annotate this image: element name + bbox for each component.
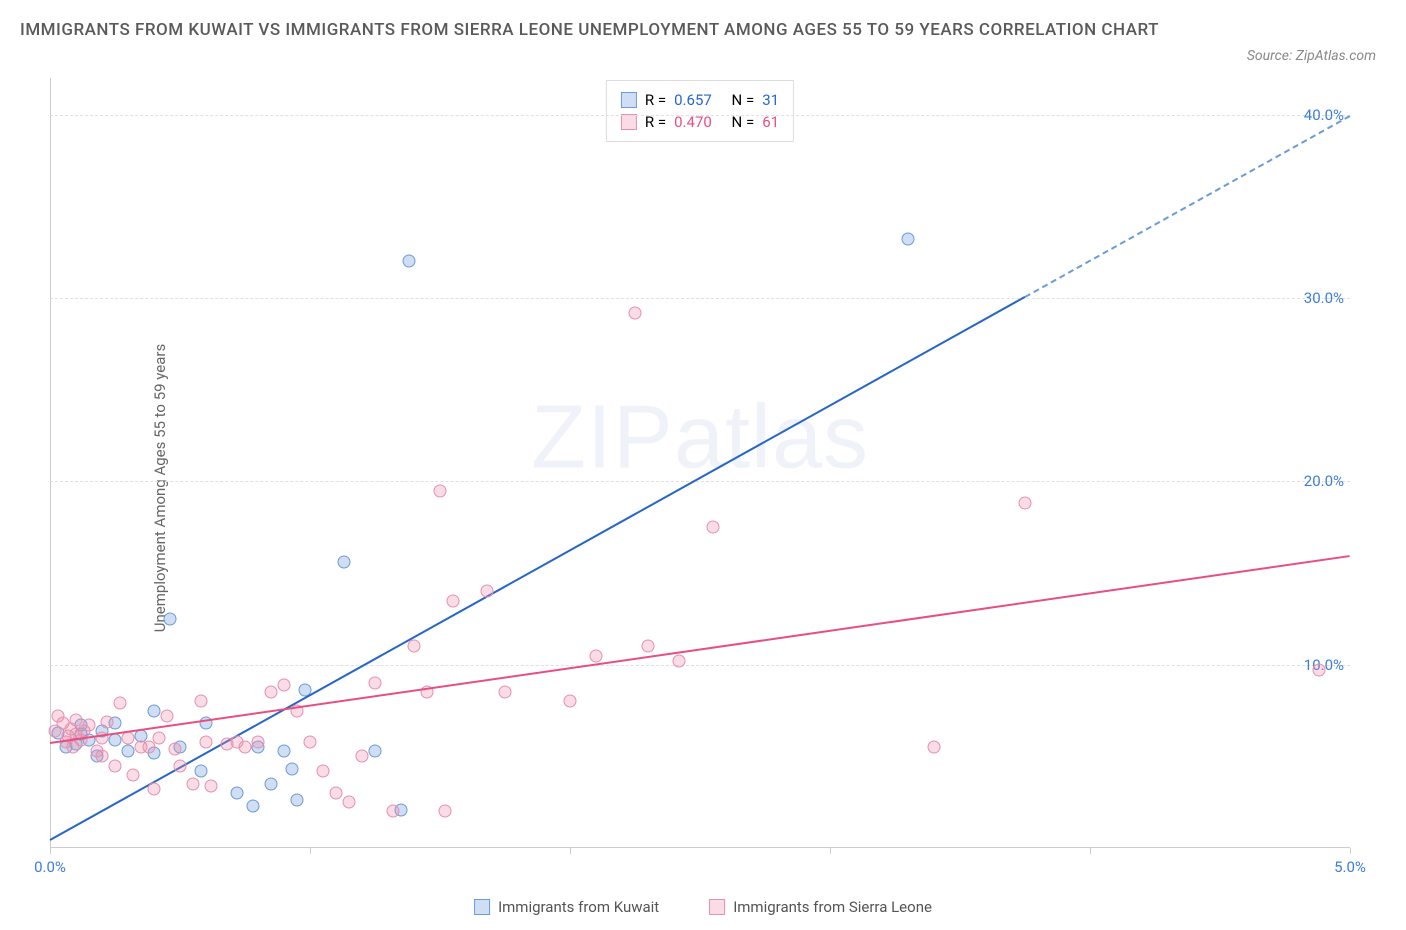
n-label: N = [732,91,755,109]
trend-line [50,296,1026,841]
n-label: N = [732,113,755,131]
data-point [239,741,252,754]
data-point [673,655,686,668]
trend-line [50,555,1350,744]
data-point [127,768,140,781]
x-tick [1090,848,1091,854]
chart-title: IMMIGRANTS FROM KUWAIT VS IMMIGRANTS FRO… [20,18,1159,44]
data-point [187,777,200,790]
data-point [278,744,291,757]
x-tick-label: 0.0% [34,858,66,876]
x-axis-line [50,847,1350,848]
data-point [447,594,460,607]
n-value-kuwait: 31 [762,91,779,109]
data-point [439,805,452,818]
data-point [101,715,114,728]
stats-legend: R = 0.657 N = 31 R = 0.470 N = 61 [606,80,794,142]
trend-line-dashed [1025,115,1351,298]
x-tick [1350,848,1351,854]
data-point [402,255,415,268]
x-tick [50,848,51,854]
data-point [369,677,382,690]
data-point [642,640,655,653]
legend-item-sierra-leone: Immigrants from Sierra Leone [709,898,932,916]
x-tick [310,848,311,854]
data-point [928,741,941,754]
r-value-sierra-leone: 0.470 [674,113,712,131]
data-point [356,750,369,763]
data-point [707,521,720,534]
data-point [337,556,350,569]
data-point [408,640,421,653]
data-point [148,704,161,717]
data-point [231,787,244,800]
x-tick-label: 5.0% [1334,858,1366,876]
data-point [83,719,96,732]
data-point [629,306,642,319]
data-point [252,735,265,748]
legend-label-kuwait: Immigrants from Kuwait [498,898,659,916]
data-point [369,744,382,757]
r-label: R = [645,113,666,131]
swatch-sierra-leone [621,114,637,130]
data-point [114,697,127,710]
data-point [96,750,109,763]
data-point [480,585,493,598]
x-tick [830,848,831,854]
series-legend: Immigrants from Kuwait Immigrants from S… [474,898,932,916]
plot-region: ZIPatlas R = 0.657 N = 31 R = 0.470 N = … [50,78,1350,878]
data-point [174,759,187,772]
data-point [161,710,174,723]
data-point [590,649,603,662]
data-point [1312,664,1325,677]
data-point [285,763,298,776]
watermark: ZIPatlas [531,387,869,490]
swatch-kuwait [621,92,637,108]
data-point [1019,497,1032,510]
source-citation: Source: ZipAtlas.com [1247,48,1376,64]
data-point [148,783,161,796]
data-point [153,732,166,745]
swatch-kuwait [474,899,490,915]
data-point [246,799,259,812]
r-label: R = [645,91,666,109]
swatch-sierra-leone [709,899,725,915]
stats-row-kuwait: R = 0.657 N = 31 [621,89,779,111]
data-point [278,678,291,691]
gridline [50,298,1350,299]
gridline [50,115,1350,116]
data-point [265,777,278,790]
data-point [564,695,577,708]
data-point [902,233,915,246]
gridline [50,665,1350,666]
data-point [163,612,176,625]
data-point [109,759,122,772]
data-point [330,787,343,800]
y-tick-label: 20.0% [1304,472,1344,490]
data-point [194,765,207,778]
data-point [343,796,356,809]
data-point [142,741,155,754]
r-value-kuwait: 0.657 [674,91,712,109]
data-point [291,794,304,807]
data-point [205,779,218,792]
data-point [265,686,278,699]
data-point [168,743,181,756]
data-point [200,735,213,748]
data-point [304,735,317,748]
legend-label-sierra-leone: Immigrants from Sierra Leone [733,898,932,916]
legend-item-kuwait: Immigrants from Kuwait [474,898,659,916]
data-point [387,805,400,818]
data-point [499,686,512,699]
x-tick [570,848,571,854]
n-value-sierra-leone: 61 [762,113,779,131]
data-point [122,744,135,757]
gridline [50,481,1350,482]
data-point [317,765,330,778]
chart-area: Unemployment Among Ages 55 to 59 years Z… [0,78,1406,898]
y-tick-label: 30.0% [1304,289,1344,307]
data-point [434,484,447,497]
data-point [194,695,207,708]
